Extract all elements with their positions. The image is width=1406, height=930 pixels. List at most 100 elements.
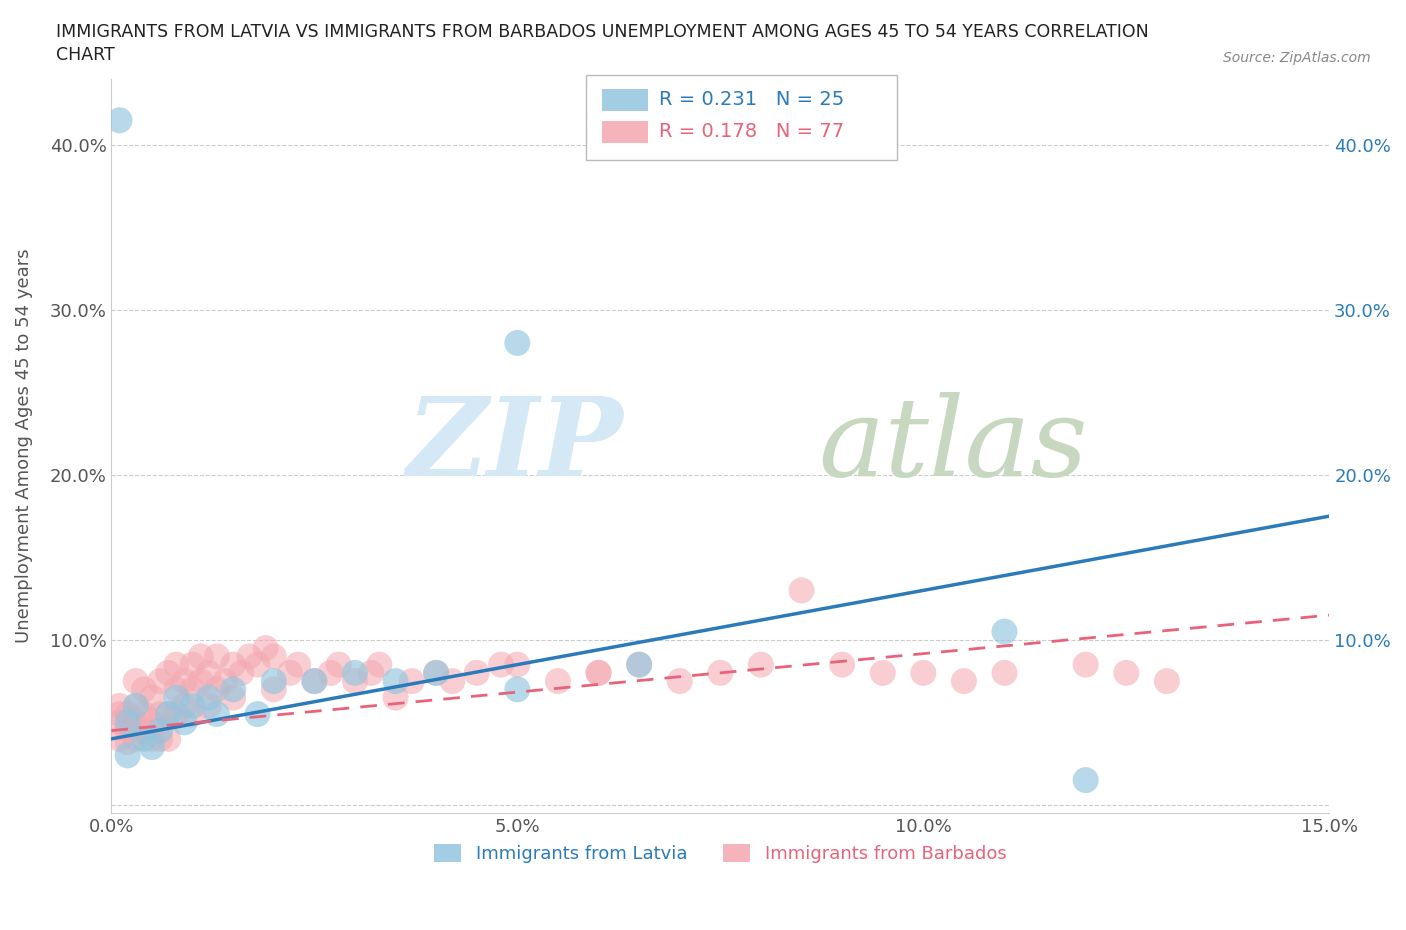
Point (165, 658, 187, 672)
Point (384, 690, 406, 705)
Point (149, 673, 172, 688)
Point (360, 666, 382, 681)
Point (141, 715, 163, 730)
Point (588, 666, 610, 681)
Point (141, 739, 163, 754)
Point (506, 658, 529, 672)
Point (157, 707, 180, 722)
Point (108, 715, 131, 730)
Point (1074, 658, 1097, 672)
Point (141, 731, 163, 746)
Point (132, 731, 155, 746)
Point (254, 641, 277, 656)
Point (108, 731, 131, 746)
Point (117, 735, 139, 750)
Text: Source: ZipAtlas.com: Source: ZipAtlas.com (1223, 51, 1371, 65)
Text: IMMIGRANTS FROM LATVIA VS IMMIGRANTS FROM BARBADOS UNEMPLOYMENT AMONG AGES 45 TO: IMMIGRANTS FROM LATVIA VS IMMIGRANTS FRO… (56, 23, 1149, 41)
Point (190, 673, 212, 688)
Point (368, 658, 391, 672)
Point (287, 658, 309, 672)
Text: R = 0.231   N = 25: R = 0.231 N = 25 (659, 90, 845, 109)
Point (384, 673, 406, 688)
Point (465, 666, 488, 681)
Point (181, 698, 204, 713)
Point (198, 690, 221, 705)
Point (132, 724, 155, 738)
Point (912, 666, 935, 681)
Point (125, 698, 148, 713)
Point (149, 731, 172, 746)
FancyBboxPatch shape (602, 121, 648, 143)
Point (205, 707, 228, 722)
FancyBboxPatch shape (586, 75, 897, 160)
Point (628, 658, 651, 672)
Point (588, 666, 610, 681)
Legend: Immigrants from Latvia, Immigrants from Barbados: Immigrants from Latvia, Immigrants from … (427, 836, 1014, 870)
Point (872, 666, 894, 681)
Point (125, 673, 148, 688)
Point (125, 698, 148, 713)
Point (790, 583, 813, 598)
Point (246, 658, 269, 672)
Point (165, 690, 187, 705)
Point (198, 698, 221, 713)
Point (214, 673, 236, 688)
Point (328, 658, 350, 672)
Text: ZIP: ZIP (406, 392, 623, 499)
Point (263, 673, 285, 688)
Point (231, 666, 253, 681)
Point (181, 707, 204, 722)
Point (117, 707, 139, 722)
Point (108, 698, 131, 713)
Point (125, 715, 148, 730)
Point (173, 673, 195, 688)
Point (205, 682, 228, 697)
Point (263, 682, 285, 697)
Text: CHART: CHART (56, 46, 115, 64)
Point (953, 673, 976, 688)
Point (222, 658, 245, 672)
Point (668, 673, 690, 688)
Point (319, 666, 342, 681)
Text: atlas: atlas (818, 392, 1087, 499)
Point (506, 682, 529, 697)
Point (304, 673, 326, 688)
Point (263, 649, 285, 664)
Point (222, 682, 245, 697)
Point (117, 748, 139, 763)
Point (149, 724, 172, 738)
Point (1074, 773, 1097, 788)
Point (425, 666, 447, 681)
Point (749, 658, 772, 672)
Text: R = 0.178   N = 77: R = 0.178 N = 77 (659, 123, 845, 141)
Point (993, 624, 1015, 639)
Point (489, 658, 512, 672)
Point (165, 682, 187, 697)
Point (628, 658, 651, 672)
Point (993, 666, 1015, 681)
Point (108, 113, 131, 127)
Point (157, 666, 180, 681)
Point (117, 715, 139, 730)
Point (246, 707, 269, 722)
Point (238, 649, 260, 664)
Point (181, 658, 204, 672)
Point (401, 673, 423, 688)
Point (117, 724, 139, 738)
Point (141, 690, 163, 705)
Point (157, 731, 180, 746)
Point (198, 666, 221, 681)
Point (441, 673, 464, 688)
Y-axis label: Unemployment Among Ages 45 to 54 years: Unemployment Among Ages 45 to 54 years (15, 248, 32, 644)
Point (304, 673, 326, 688)
Point (278, 666, 301, 681)
FancyBboxPatch shape (602, 88, 648, 111)
Point (132, 682, 155, 697)
Point (709, 666, 731, 681)
Point (831, 658, 853, 672)
Point (157, 707, 180, 722)
Point (173, 698, 195, 713)
Point (125, 731, 148, 746)
Point (173, 715, 195, 730)
Point (108, 707, 131, 722)
